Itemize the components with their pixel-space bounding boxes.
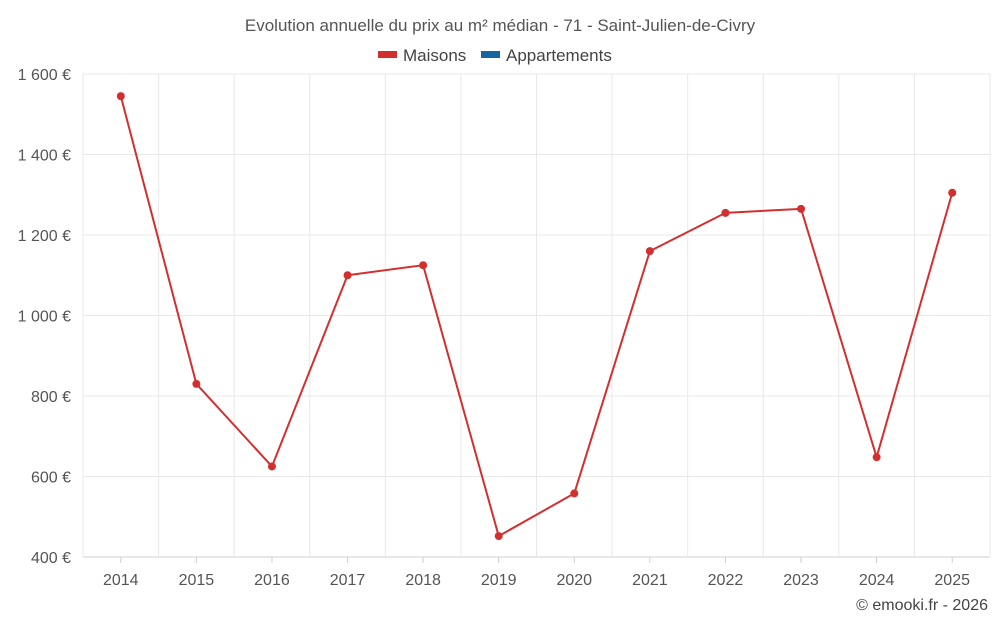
data-point-2016[interactable]: 2016: 625 € (267, 462, 276, 471)
gridlines (82, 73, 991, 558)
data-point-2018[interactable]: 2018: 1125 € (419, 261, 428, 270)
x-tick-label: 2019 (481, 572, 517, 589)
data-point-2021[interactable]: 2021: 1160 € (645, 247, 654, 256)
legend-swatch-appartements (481, 51, 500, 58)
credit-text: © emooki.fr - 2026 (856, 597, 988, 614)
series-maisons: 2014: 1545 € 2015: 830 € 2016: 625 € 2017: … (116, 92, 957, 541)
x-tick-label: 2017 (330, 572, 366, 589)
x-tick-label: 2025 (934, 572, 970, 589)
x-tick-label: 2024 (859, 572, 895, 589)
data-point-2024[interactable]: 2024: 648 € (872, 453, 881, 462)
y-tick-label: 1 200 € (18, 228, 71, 245)
series-line-maisons (119, 95, 954, 538)
data-point-2023[interactable]: 2023: 1265 € (797, 204, 806, 213)
x-tick-label: 2023 (783, 572, 819, 589)
x-tick-label: 2022 (708, 572, 744, 589)
x-tick-label: 2018 (405, 572, 441, 589)
data-point-2020[interactable]: 2020: 558 € (570, 489, 579, 498)
x-tick-label: 2014 (103, 572, 139, 589)
legend-item-maisons[interactable]: Maisons (378, 46, 466, 65)
y-tick-label: 1 000 € (18, 309, 71, 326)
x-axis-ticks: 2014 2015 2016 2017 2018 2019 2020 2021 2022 2023… (103, 572, 970, 589)
chart-title: Evolution annuelle du prix au m² médian … (245, 16, 756, 35)
legend-item-appartements[interactable]: Appartements (481, 46, 612, 65)
data-point-2025[interactable]: 2025: 1305 € (948, 188, 957, 197)
y-tick-label: 400 € (31, 550, 71, 567)
x-tick-label: 2021 (632, 572, 668, 589)
x-tick-label: 2016 (254, 572, 290, 589)
data-point-2014[interactable]: 2014: 1545 € (116, 92, 125, 101)
y-tick-label: 600 € (31, 470, 71, 487)
y-tick-label: 1 400 € (18, 148, 71, 165)
legend-label-maisons: Maisons (403, 46, 466, 65)
y-tick-label: 800 € (31, 389, 71, 406)
y-axis-ticks: 400 € 600 € 800 € 1 000 € 1 200 € 1 400 € 1 60… (18, 67, 71, 567)
x-tick-label: 2020 (556, 572, 592, 589)
legend-swatch-maisons (378, 51, 397, 58)
data-point-2019[interactable]: 2019: 452 € (494, 532, 503, 541)
data-point-2015[interactable]: 2015: 830 € (192, 379, 201, 388)
data-point-2017[interactable]: 2017: 1100 € (343, 271, 352, 280)
axes (120, 557, 953, 563)
x-tick-label: 2015 (179, 572, 215, 589)
data-point-2022[interactable]: 2022: 1255 € (721, 208, 730, 217)
y-tick-label: 1 600 € (18, 67, 71, 84)
legend-label-appartements: Appartements (506, 46, 612, 65)
legend: Maisons Appartements (378, 46, 612, 65)
